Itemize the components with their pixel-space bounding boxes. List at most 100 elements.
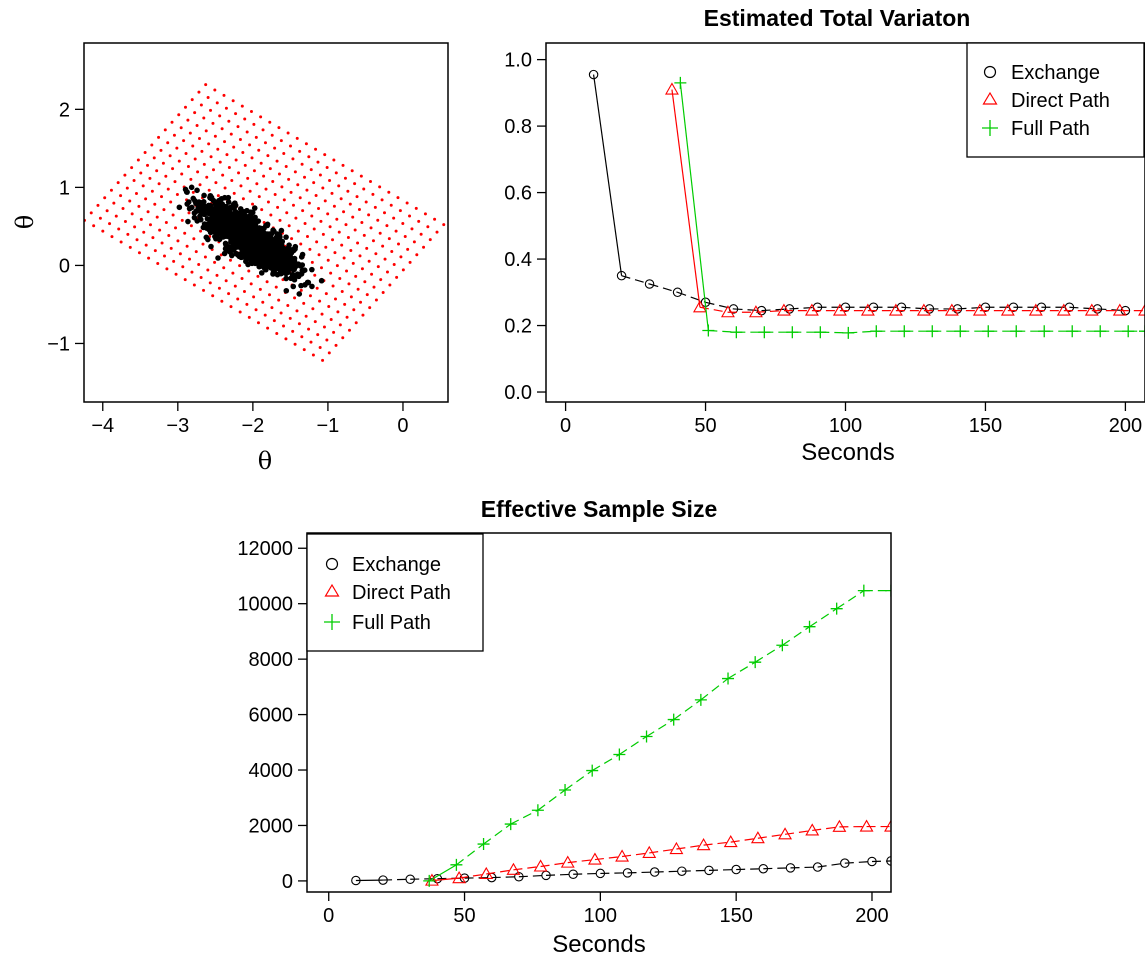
sample-point (215, 223, 222, 229)
grid-point (331, 238, 335, 242)
grid-point (245, 302, 249, 306)
grid-point (299, 242, 303, 246)
grid-point (362, 187, 366, 191)
data-point-triangle (696, 838, 711, 851)
grid-point (144, 243, 148, 247)
sample-point (309, 283, 315, 290)
sample-point (229, 222, 236, 229)
grid-point (141, 184, 145, 188)
sample-point (208, 243, 214, 250)
grid-point (325, 166, 329, 170)
grid-point (270, 133, 274, 137)
grid-point (236, 297, 240, 301)
grid-point (376, 265, 380, 269)
sample-point (247, 248, 254, 254)
grid-point (199, 275, 203, 279)
grid-point (208, 281, 212, 285)
grid-point (334, 171, 338, 175)
data-point-triangle (615, 849, 630, 862)
legend-direct-path-label: Direct Path (352, 582, 451, 604)
grid-point (252, 169, 256, 173)
scatter-x-axis-label: θ (258, 447, 272, 475)
grid-point (282, 198, 286, 202)
total-variation-data-layer (588, 69, 1145, 339)
grid-point (298, 196, 302, 200)
grid-point (139, 217, 143, 221)
sample-point (264, 239, 270, 245)
grid-point (150, 143, 154, 147)
sample-point (207, 202, 214, 209)
grid-point (112, 201, 116, 205)
grid-point (390, 250, 394, 254)
series-segment (757, 833, 786, 839)
grid-point (269, 213, 273, 217)
grid-point (252, 122, 256, 126)
data-point-plus (954, 325, 967, 338)
data-point-triangle (972, 303, 987, 316)
scatter-axes: −4 −3 −2 −1 0 −1 0 1 2 (47, 99, 408, 437)
grid-point (365, 246, 369, 250)
sample-point (258, 246, 264, 253)
grid-point (399, 255, 403, 259)
grid-point (260, 208, 264, 212)
sample-point (309, 266, 315, 273)
sample-point (234, 231, 241, 238)
grid-point (294, 216, 298, 220)
y-tick-label: 10000 (237, 594, 293, 616)
x-tick-label: 50 (694, 415, 716, 437)
grid-point (282, 152, 286, 156)
grid-point (153, 202, 157, 206)
x-tick-label: −3 (166, 415, 189, 437)
data-point-plus (559, 783, 572, 796)
grid-point (114, 214, 118, 218)
grid-point (241, 197, 245, 201)
sample-point (233, 214, 240, 221)
grid-point (172, 259, 176, 263)
x-tick-label: −2 (241, 415, 264, 437)
sample-point (257, 260, 263, 267)
grid-point (317, 206, 321, 210)
sample-point (275, 247, 282, 253)
grid-point (240, 277, 244, 281)
grid-point (385, 224, 389, 228)
grid-point (201, 242, 205, 246)
grid-point (371, 239, 375, 243)
grid-point (360, 220, 364, 224)
grid-point (291, 329, 295, 333)
sample-point (182, 186, 189, 193)
grid-point (172, 133, 176, 137)
sample-point (228, 252, 235, 259)
grid-point (239, 184, 243, 188)
grid-point (316, 333, 320, 337)
data-point-plus (667, 713, 680, 726)
grid-point (126, 232, 130, 236)
sample-point (274, 258, 281, 265)
sample-point (194, 187, 200, 194)
sample-point (288, 275, 294, 282)
sample-point (245, 225, 252, 232)
grid-point (304, 314, 308, 318)
grid-point (342, 210, 346, 214)
sample-point (283, 287, 290, 294)
sample-point (302, 282, 308, 288)
grid-point (401, 268, 405, 272)
grid-point (389, 203, 393, 207)
grid-point (374, 252, 378, 256)
x-tick-label: 100 (829, 415, 862, 437)
grid-point (206, 268, 210, 272)
sample-point (270, 242, 277, 248)
sample-point (278, 227, 285, 234)
grid-point (355, 195, 359, 199)
data-point-plus (885, 584, 891, 597)
grid-point (284, 337, 288, 341)
grid-point (101, 229, 105, 233)
y-tick-label: 0 (282, 871, 293, 893)
data-point-plus (730, 326, 743, 339)
grid-point (282, 324, 286, 328)
grid-point (303, 175, 307, 179)
sample-point (271, 228, 277, 235)
grid-point (175, 193, 179, 197)
grid-point (305, 234, 309, 238)
grid-point (224, 106, 228, 110)
